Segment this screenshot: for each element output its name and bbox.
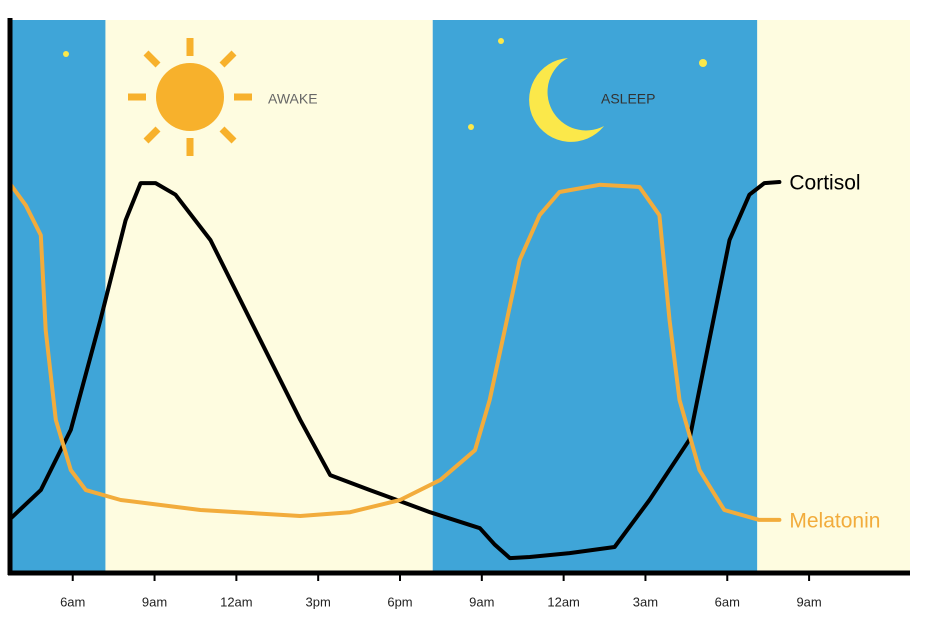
band	[432, 20, 758, 573]
x-tick-label: 12am	[220, 594, 253, 609]
series-line	[8, 180, 782, 561]
x-tick-label: 9am	[469, 594, 494, 609]
decorations	[63, 38, 707, 156]
plot: Cortisol Melatonin	[8, 172, 880, 561]
series-line	[8, 182, 782, 522]
x-tick-label: 9am	[142, 594, 167, 609]
band	[10, 20, 106, 573]
x-tick-label: 3pm	[306, 594, 331, 609]
moon	[529, 58, 604, 142]
series-label: Melatonin	[789, 509, 880, 532]
x-tick-label: 6am	[715, 594, 740, 609]
stars	[63, 38, 707, 130]
x-tick-label: 3am	[633, 594, 658, 609]
annotation: AWAKE	[268, 91, 318, 107]
x-tick-label: 6pm	[387, 594, 412, 609]
band	[757, 20, 910, 573]
x-tick-label: 6am	[60, 594, 85, 609]
bands	[10, 20, 910, 573]
annotation: ASLEEP	[601, 91, 655, 107]
series-label: Cortisol	[789, 172, 860, 195]
x-tick-label: 9am	[796, 594, 821, 609]
x-tick-label: 12am	[547, 594, 580, 609]
sun	[128, 38, 252, 156]
